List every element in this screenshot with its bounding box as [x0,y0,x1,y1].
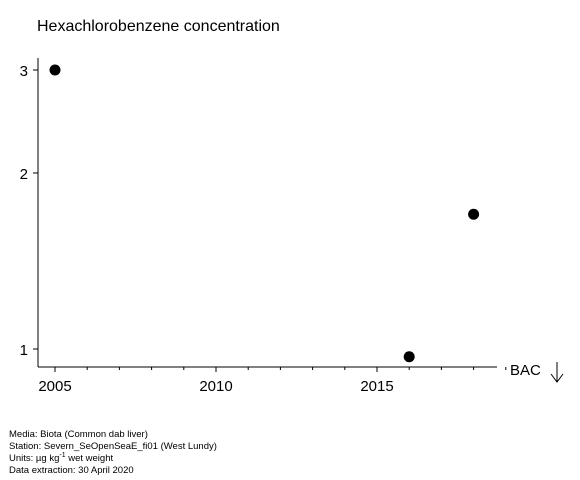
axes [37,58,497,368]
y-tick-label-3: 3 [20,63,28,80]
data-point-3 [468,208,480,220]
data-points [49,64,480,363]
ticks: 2005 2010 2015 1 2 3 [20,63,507,395]
footer-notes: Media: Biota (Common dab liver) Station:… [9,429,217,477]
y-tick-label-2: 2 [20,166,28,183]
footer-media: Media: Biota (Common dab liver) [9,429,148,440]
reference-marker: BAC [510,362,564,383]
data-point-2 [403,351,415,363]
footer-extraction: Data extraction: 30 April 2020 [9,465,134,476]
y-tick-label-1: 1 [20,342,28,359]
x-tick-label-2015: 2015 [360,378,393,395]
units-superscript: -1 [59,452,66,459]
x-tick-label-2010: 2010 [199,378,232,395]
units-suffix: wet weight [65,453,114,464]
chart-title: Hexachlorobenzene concentration [37,18,280,35]
footer-units: Units: µg kg-1 wet weight [9,452,217,465]
units-prefix: Units: µg kg [9,453,60,464]
x-tick-label-2005: 2005 [38,378,71,395]
data-point-1 [49,64,61,76]
bac-arrow-head [550,373,564,383]
footer-station: Station: Severn_SeOpenSeaE_fi01 (West Lu… [9,441,217,452]
bac-label: BAC [510,362,541,379]
